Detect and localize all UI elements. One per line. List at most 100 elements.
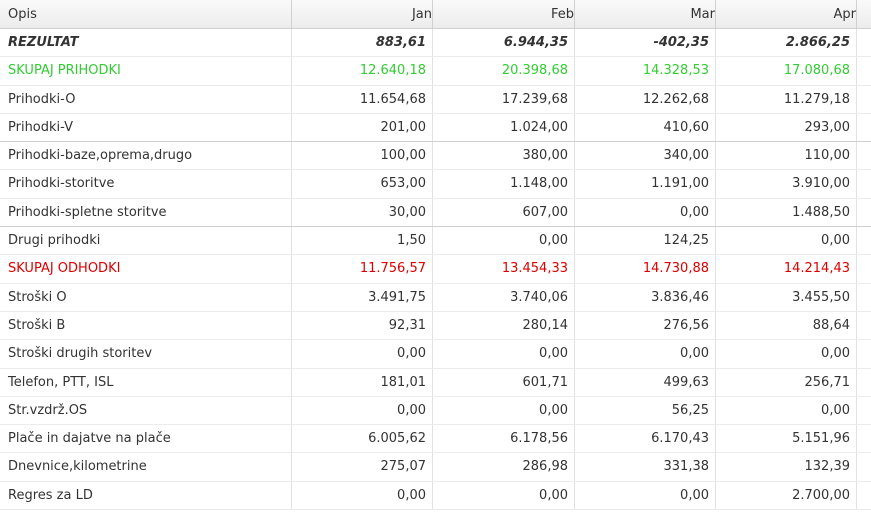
row-label: Stroški drugih storitev [0,340,292,367]
value-cell-feb: 0,00 [433,482,575,509]
value-cell-jan: 275,07 [292,453,433,480]
value-cell-jan: 201,00 [292,114,433,141]
row-filler [857,255,871,282]
value-cell-apr: 2.700,00 [716,482,857,509]
column-header-feb[interactable]: Feb [433,0,575,28]
value-cell-jan: 883,61 [292,29,433,56]
table-row[interactable]: REZULTAT 883,61 6.944,35 -402,35 2.866,25 [0,29,871,57]
value-cell-mar: 410,60 [575,114,716,141]
value-cell-mar: 6.170,43 [575,425,716,452]
value-cell-jan: 12.640,18 [292,57,433,84]
table-row[interactable]: Plače in dajatve na plače 6.005,62 6.178,5… [0,425,871,453]
grid-body: REZULTAT 883,61 6.944,35 -402,35 2.866,25 SKU… [0,29,871,510]
value-cell-feb: 601,71 [433,369,575,396]
table-row[interactable]: Drugi prihodki 1,50 0,00 124,25 0,00 [0,227,871,255]
value-cell-mar: 0,00 [575,340,716,367]
value-cell-feb: 17.239,68 [433,86,575,113]
table-row[interactable]: Regres za LD 0,00 0,00 0,00 2.700,00 [0,482,871,510]
row-filler [857,340,871,367]
value-cell-apr: 256,71 [716,369,857,396]
row-filler [857,199,871,226]
row-label: REZULTAT [0,29,292,56]
value-cell-apr: 88,64 [716,312,857,339]
value-cell-feb: 380,00 [433,142,575,169]
value-cell-feb: 6.944,35 [433,29,575,56]
table-row[interactable]: Prihodki-storitve 653,00 1.148,00 1.191,00 3… [0,170,871,198]
value-cell-jan: 92,31 [292,312,433,339]
value-cell-mar: 14.328,53 [575,57,716,84]
value-cell-jan: 30,00 [292,199,433,226]
grid-header: Opis Jan Feb Mar Apr [0,0,871,29]
value-cell-mar: 331,38 [575,453,716,480]
row-label: Regres za LD [0,482,292,509]
value-cell-feb: 0,00 [433,397,575,424]
table-row[interactable]: Prihodki-spletne storitve 30,00 607,00 0,00… [0,199,871,227]
row-label: Dnevnice,kilometrine [0,453,292,480]
value-cell-feb: 286,98 [433,453,575,480]
value-cell-apr: 2.866,25 [716,29,857,56]
value-cell-mar: 124,25 [575,227,716,254]
row-label: Prihodki-baze,oprema,drugo [0,142,292,169]
row-label: Prihodki-spletne storitve [0,199,292,226]
value-cell-apr: 14.214,43 [716,255,857,282]
value-cell-jan: 0,00 [292,340,433,367]
row-label: Prihodki-O [0,86,292,113]
value-cell-mar: -402,35 [575,29,716,56]
row-filler [857,86,871,113]
row-label: Telefon, PTT, ISL [0,369,292,396]
value-cell-mar: 340,00 [575,142,716,169]
column-header-opis[interactable]: Opis [0,0,292,28]
column-header-filler [857,0,871,28]
row-filler [857,29,871,56]
value-cell-mar: 56,25 [575,397,716,424]
row-filler [857,114,871,141]
row-label: Drugi prihodki [0,227,292,254]
value-cell-apr: 293,00 [716,114,857,141]
value-cell-mar: 276,56 [575,312,716,339]
row-label: Plače in dajatve na plače [0,425,292,452]
row-filler [857,227,871,254]
value-cell-feb: 0,00 [433,340,575,367]
row-filler [857,397,871,424]
row-label: Stroški B [0,312,292,339]
value-cell-apr: 5.151,96 [716,425,857,452]
value-cell-apr: 11.279,18 [716,86,857,113]
value-cell-jan: 0,00 [292,482,433,509]
column-header-mar[interactable]: Mar [575,0,716,28]
value-cell-feb: 6.178,56 [433,425,575,452]
value-cell-jan: 6.005,62 [292,425,433,452]
value-cell-jan: 181,01 [292,369,433,396]
value-cell-feb: 280,14 [433,312,575,339]
table-row[interactable]: Telefon, PTT, ISL 181,01 601,71 499,63 256,7… [0,369,871,397]
row-label: SKUPAJ PRIHODKI [0,57,292,84]
value-cell-apr: 0,00 [716,340,857,367]
table-row[interactable]: Prihodki-O 11.654,68 17.239,68 12.262,68 11.… [0,86,871,114]
table-row[interactable]: SKUPAJ ODHODKI 11.756,57 13.454,33 14.730,8… [0,255,871,283]
value-cell-mar: 0,00 [575,482,716,509]
table-row[interactable]: SKUPAJ PRIHODKI 12.640,18 20.398,68 14.328,… [0,57,871,85]
value-cell-apr: 0,00 [716,227,857,254]
row-label: Prihodki-storitve [0,170,292,197]
row-filler [857,453,871,480]
table-row[interactable]: Prihodki-V 201,00 1.024,00 410,60 293,00 [0,114,871,142]
value-cell-jan: 0,00 [292,397,433,424]
table-row[interactable]: Str.vzdrž.OS 0,00 0,00 56,25 0,00 [0,397,871,425]
value-cell-apr: 0,00 [716,397,857,424]
value-cell-apr: 1.488,50 [716,199,857,226]
value-cell-mar: 1.191,00 [575,170,716,197]
table-row[interactable]: Stroški B 92,31 280,14 276,56 88,64 [0,312,871,340]
value-cell-feb: 13.454,33 [433,255,575,282]
table-row[interactable]: Stroški drugih storitev 0,00 0,00 0,00 0,00 [0,340,871,368]
table-row[interactable]: Prihodki-baze,oprema,drugo 100,00 380,00 34… [0,142,871,170]
column-header-apr[interactable]: Apr [716,0,857,28]
value-cell-jan: 11.756,57 [292,255,433,282]
row-filler [857,284,871,311]
column-header-jan[interactable]: Jan [292,0,433,28]
row-filler [857,312,871,339]
row-filler [857,142,871,169]
value-cell-feb: 1.024,00 [433,114,575,141]
table-row[interactable]: Stroški O 3.491,75 3.740,06 3.836,46 3.455,5… [0,284,871,312]
table-row[interactable]: Dnevnice,kilometrine 275,07 286,98 331,38 13… [0,453,871,481]
value-cell-feb: 0,00 [433,227,575,254]
